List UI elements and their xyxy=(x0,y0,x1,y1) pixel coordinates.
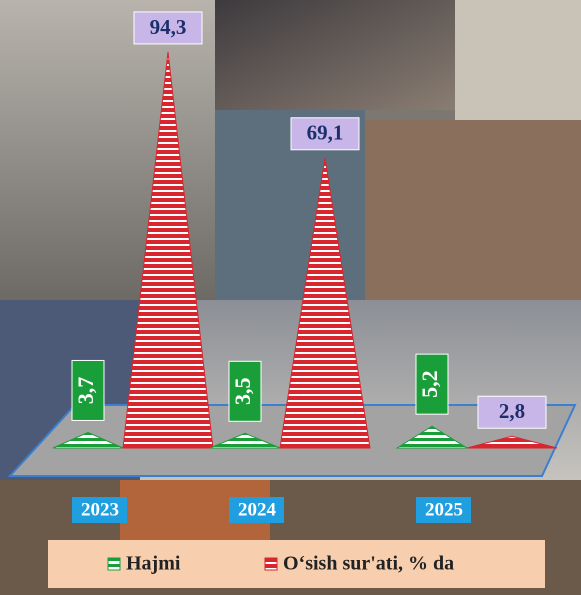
value-label: 3,5 xyxy=(230,378,255,406)
pyramid xyxy=(122,51,214,449)
legend-label: O‘sish sur'ati, % da xyxy=(283,553,454,575)
pyramid xyxy=(209,432,281,449)
x-tick-label: 2023 xyxy=(81,499,119,520)
legend-swatch xyxy=(107,557,121,571)
x-tick-label: 2025 xyxy=(425,499,463,520)
legend-box xyxy=(48,540,545,588)
category-box xyxy=(72,497,127,523)
legend: Hajmi O‘sish sur'ati, % da xyxy=(107,553,454,575)
value-label-box xyxy=(290,117,360,151)
value-label: 69,1 xyxy=(307,121,344,145)
value-label-box xyxy=(228,360,262,422)
value-label-box xyxy=(477,395,547,429)
value-label: 5,2 xyxy=(417,370,442,398)
pyramid xyxy=(395,425,469,449)
value-label: 94,3 xyxy=(150,15,187,39)
pyramid xyxy=(466,435,558,449)
value-label-box xyxy=(133,11,203,45)
legend-label: Hajmi xyxy=(126,553,181,575)
x-tick-label: 2024 xyxy=(238,499,277,520)
legend-swatch xyxy=(264,557,278,571)
value-label-box xyxy=(71,359,105,421)
value-label: 2,8 xyxy=(499,399,525,423)
value-label: 3,7 xyxy=(73,377,98,405)
plot: 2023 3,7 94,3 2024 3,5 69,1 2025 5,2 2,8 xyxy=(52,11,558,523)
pyramid xyxy=(279,157,371,449)
category-box xyxy=(229,497,284,523)
category-box xyxy=(416,497,471,523)
pyramid xyxy=(52,431,124,449)
value-label-box xyxy=(415,353,449,415)
